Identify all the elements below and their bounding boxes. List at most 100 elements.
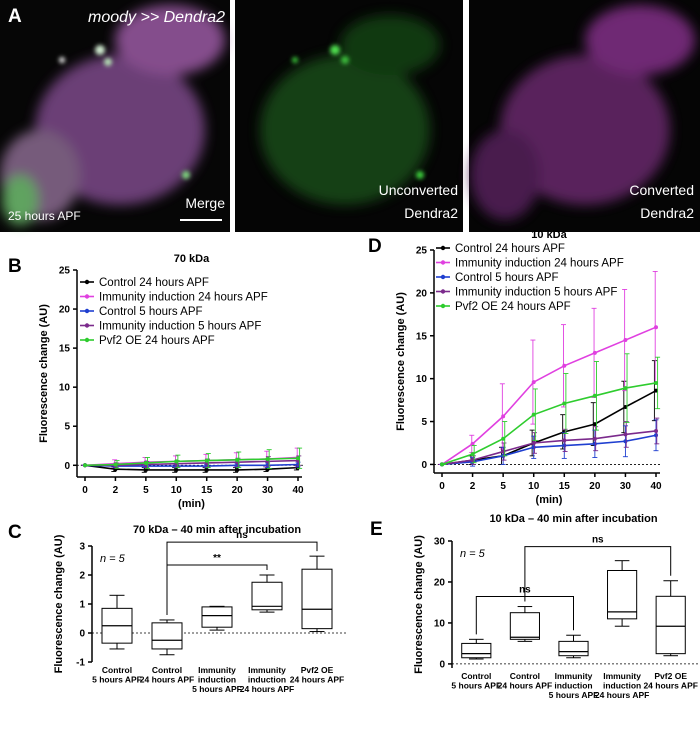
legend-label: Pvf2 OE 24 hours APF — [99, 335, 215, 347]
significance-bracket — [166, 541, 318, 615]
significance-label: ** — [213, 553, 221, 564]
x-tick-label: 24 hours APF — [498, 681, 552, 691]
y-tick-label: 25 — [416, 246, 428, 257]
x-tick-label: Pvf2 OE — [654, 671, 687, 681]
caption: Converted — [629, 182, 694, 198]
y-axis-title: Fluorescence change (AU) — [413, 535, 425, 674]
legend-marker — [440, 260, 446, 265]
legend-label: Control 5 hours APF — [99, 306, 203, 318]
legend-marker — [84, 294, 90, 299]
data-point — [562, 438, 567, 443]
x-tick-label: Immunity — [198, 665, 236, 675]
x-tick-label: induction — [248, 675, 286, 685]
x-tick-label: Control — [461, 671, 491, 681]
legend-label: Immunity induction 5 hours APF — [99, 321, 261, 333]
legend-marker — [84, 337, 90, 343]
x-tick-label: Immunity — [555, 671, 593, 681]
y-axis-title: Fluorescence change (AU) — [395, 292, 407, 431]
genotype: moody >> Dendra2 — [88, 9, 225, 26]
data-point — [623, 432, 628, 437]
x-tick-label: Control — [102, 665, 132, 675]
x-tick-label: Pvf2 OE — [301, 665, 334, 675]
legend-label: Control 24 hours APF — [455, 243, 565, 255]
panel-a: A moody >> Dendra2 25 hours APF Merge Un… — [0, 0, 700, 232]
x-tick-label: 40 — [650, 481, 662, 492]
data-point — [592, 441, 597, 446]
box — [251, 581, 283, 611]
legend-marker — [440, 303, 446, 309]
x-tick-label: 24 hours APF — [240, 684, 294, 694]
data-point — [143, 460, 148, 465]
sample-size: n = 5 — [460, 548, 486, 560]
y-tick-label: 20 — [416, 288, 428, 299]
data-point — [174, 459, 179, 464]
data-point — [501, 449, 506, 454]
x-tick-label: 10 — [171, 485, 183, 496]
box — [201, 606, 233, 628]
x-tick-label: 24 hours APF — [643, 681, 697, 691]
y-tick-label: 0 — [421, 460, 427, 471]
series-line — [441, 430, 657, 466]
x-tick-label: Immunity — [248, 665, 286, 675]
data-point — [654, 433, 658, 438]
chart-panel: E 10 kDa – 40 min after incubation Fluores… — [370, 513, 700, 700]
data-point — [592, 422, 597, 427]
y-tick-label: 3 — [79, 542, 85, 553]
x-tick-label: 5 hours APF — [92, 675, 142, 685]
data-point — [623, 338, 628, 343]
series-line — [441, 326, 657, 466]
x-tick-label: 2 — [113, 485, 119, 496]
legend-label: Control 24 hours APF — [99, 277, 209, 289]
x-tick-label: 5 hours APF — [549, 690, 599, 700]
data-point — [113, 462, 118, 467]
x-tick-label: 24 hours APF — [290, 675, 344, 685]
data-point — [265, 457, 270, 462]
x-tick-label: induction — [198, 675, 236, 685]
x-tick-label: 0 — [82, 485, 88, 496]
x-tick-label: 5 — [143, 485, 149, 496]
legend-marker — [440, 289, 446, 294]
box — [151, 622, 183, 650]
significance-bracket — [524, 546, 672, 602]
y-tick-label: 10 — [416, 374, 428, 385]
data-point — [654, 380, 658, 385]
data-point — [531, 440, 536, 445]
x-tick-label: 24 hours APF — [595, 690, 649, 700]
x-tick-label: 30 — [620, 481, 632, 492]
legend-marker — [84, 323, 90, 328]
y-tick-label: 15 — [416, 331, 428, 342]
y-tick-label: 15 — [59, 344, 71, 355]
x-tick-label: induction — [554, 681, 592, 691]
caption: Dendra2 — [640, 205, 694, 221]
y-axis-title: Fluorescence change (AU) — [53, 534, 65, 673]
merge-image — [0, 0, 230, 232]
data-point — [623, 439, 628, 444]
data-point — [592, 350, 597, 355]
x-tick-label: 10 — [528, 481, 540, 492]
panel-letter: C — [8, 522, 22, 543]
x-tick-label: 2 — [470, 481, 476, 492]
chart-title: 10 kDa – 40 min after incubation — [489, 513, 657, 525]
y-tick-label: 0 — [439, 659, 445, 670]
data-point — [470, 458, 475, 463]
x-tick-label: 15 — [201, 485, 213, 496]
series-line — [441, 382, 657, 466]
box — [607, 569, 638, 620]
legend-label: Immunity induction 24 hours APF — [99, 292, 268, 304]
x-tick-label: 15 — [559, 481, 571, 492]
chart-title: 70 kDa – 40 min after incubation — [133, 524, 301, 536]
data-point — [204, 458, 209, 463]
panel-letter: D — [368, 236, 382, 257]
data-point — [470, 441, 475, 446]
legend-label: Immunity induction 24 hours APF — [455, 258, 624, 270]
y-axis-title: Fluorescence change (AU) — [38, 304, 50, 443]
data-point — [562, 401, 567, 406]
x-tick-label: 24 hours APF — [140, 675, 194, 685]
series-line — [84, 463, 299, 467]
caption: Merge — [185, 195, 225, 211]
legend-label: Immunity induction 5 hours APF — [455, 287, 617, 299]
box — [301, 568, 333, 630]
panel-letter: B — [8, 256, 22, 277]
data-point — [623, 386, 628, 391]
series-line — [85, 459, 299, 467]
